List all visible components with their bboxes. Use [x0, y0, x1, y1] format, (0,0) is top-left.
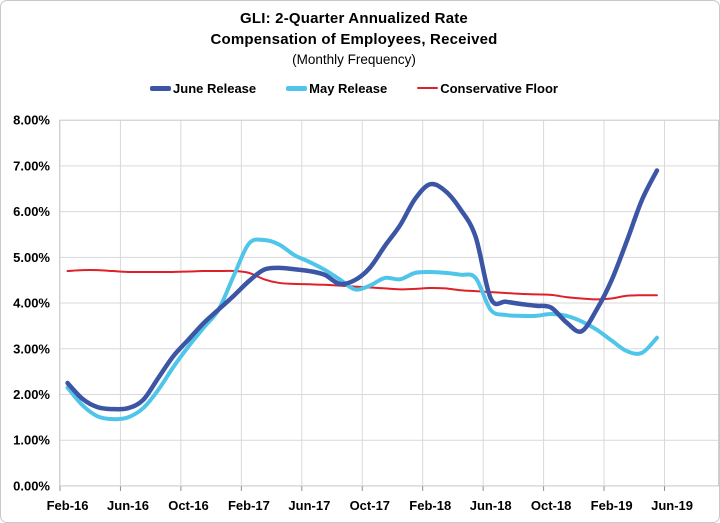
chart-subtitle: Compensation of Employees, Received: [210, 31, 498, 48]
chart-frequency-note: (Monthly Frequency): [292, 52, 416, 67]
x-axis-label: Oct-18: [531, 498, 571, 513]
y-axis-label: 4.00%: [13, 296, 50, 311]
y-axis-label: 0.00%: [13, 478, 50, 493]
x-axis-label: Jun-19: [651, 498, 693, 513]
legend-label-may-release: May Release: [309, 80, 388, 96]
x-axis-label: Jun-18: [470, 498, 512, 513]
x-axis-label: Oct-17: [350, 498, 390, 513]
y-axis-label: 1.00%: [13, 433, 50, 448]
x-axis-label: Feb-19: [591, 498, 633, 513]
x-axis-label: Jun-16: [107, 498, 149, 513]
chart-header: GLI: 2-Quarter Annualized Rate Compensat…: [1, 8, 707, 69]
x-axis-label: Jun-17: [288, 498, 330, 513]
legend-swatch-conservative-floor: [417, 87, 439, 89]
legend-item-june-release: June Release: [150, 81, 256, 96]
legend-swatch-june-release: [150, 85, 172, 91]
y-axis-label: 5.00%: [13, 250, 50, 265]
x-axis-label: Feb-18: [409, 498, 451, 513]
x-axis-label: Oct-16: [168, 498, 208, 513]
legend-swatch-may-release: [286, 85, 308, 91]
x-axis-label: Feb-16: [47, 498, 89, 513]
legend-item-conservative-floor: Conservative Floor: [417, 81, 558, 96]
chart-title: GLI: 2-Quarter Annualized Rate: [240, 10, 468, 27]
y-axis-label: 2.00%: [13, 387, 50, 402]
series-line-june-release: [65, 168, 660, 412]
y-axis-label: 8.00%: [13, 113, 50, 128]
legend-item-may-release: May Release: [286, 81, 387, 96]
legend-label-conservative-floor: Conservative Floor: [440, 80, 558, 96]
x-axis-label: Feb-17: [228, 498, 270, 513]
legend: June Release May Release Conservative Floo…: [1, 78, 707, 98]
y-axis-label: 7.00%: [13, 158, 50, 173]
legend-label-june-release: June Release: [173, 80, 257, 96]
y-axis-label: 3.00%: [13, 341, 50, 356]
y-axis-label: 6.00%: [13, 204, 50, 219]
plot-border: [59, 119, 719, 487]
